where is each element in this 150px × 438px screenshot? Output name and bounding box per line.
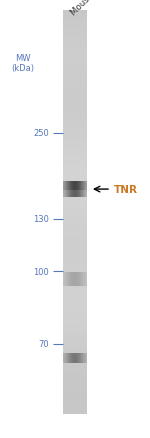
Text: 250: 250 — [33, 129, 49, 138]
Text: TNR: TNR — [114, 185, 138, 194]
Text: 130: 130 — [33, 215, 49, 223]
Text: MW
(kDa): MW (kDa) — [12, 54, 35, 73]
Text: 70: 70 — [38, 339, 49, 348]
Text: Mouse brain: Mouse brain — [69, 0, 113, 18]
Text: 100: 100 — [33, 267, 49, 276]
